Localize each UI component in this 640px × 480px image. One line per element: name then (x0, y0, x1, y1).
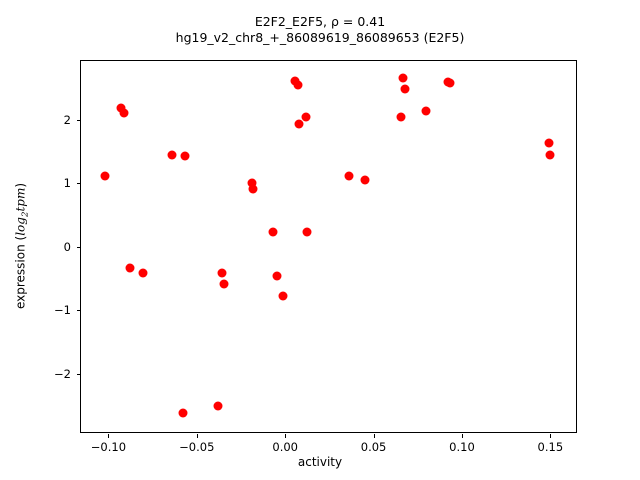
data-point (167, 150, 177, 160)
data-point (268, 227, 278, 237)
x-axis-label: activity (297, 455, 343, 469)
data-point (360, 175, 370, 185)
x-tick-label: −0.05 (179, 440, 215, 454)
y-tick-mark (77, 310, 81, 312)
y-tick-mark (77, 373, 81, 375)
x-tick-label: 0.00 (272, 440, 298, 454)
y-tick-label: −1 (54, 303, 71, 318)
y-tick-mark (77, 183, 81, 185)
data-point (545, 150, 555, 160)
x-tick-mark (550, 434, 552, 438)
data-point (445, 78, 455, 88)
data-point (217, 268, 227, 278)
data-point (272, 271, 282, 281)
x-tick-label: 0.15 (537, 440, 564, 454)
data-point (213, 401, 223, 411)
data-point (294, 119, 304, 129)
x-tick-label: 0.05 (360, 440, 387, 454)
plot-axes: −0.10 −0.05 0.00 0.05 0.10 0.15 −2 −1 0 1 2 (54, 60, 577, 454)
y-tick-label: 2 (63, 112, 71, 127)
y-tick-label: 0 (63, 239, 71, 254)
x-tick-mark (373, 434, 375, 438)
data-point (180, 151, 190, 161)
data-point (398, 73, 408, 83)
data-point (278, 291, 288, 301)
data-point (248, 184, 258, 194)
data-point (421, 106, 431, 116)
data-point (219, 279, 229, 289)
data-point (293, 80, 303, 90)
scatter-plot-area (81, 61, 576, 432)
data-point (301, 112, 311, 122)
x-tick-label: 0.10 (449, 440, 475, 454)
data-point (116, 103, 126, 113)
data-point (100, 171, 110, 181)
data-point (247, 178, 257, 188)
data-point (119, 108, 129, 118)
data-point (344, 171, 354, 181)
data-point (138, 268, 148, 278)
data-point (178, 408, 188, 418)
x-tick-mark (285, 434, 287, 438)
x-tick-mark (108, 434, 110, 438)
figure-title: E2F2_E2F5, ρ = 0.41 hg19_v2_chr8_+_86089… (0, 14, 640, 46)
title-line-primary: E2F2_E2F5, ρ = 0.41 (0, 14, 640, 30)
data-point (125, 263, 135, 273)
data-point (396, 112, 406, 122)
data-point (544, 138, 554, 148)
x-tick-label: −0.10 (90, 440, 127, 454)
y-tick-label: −2 (54, 366, 71, 381)
title-line-secondary: hg19_v2_chr8_+_86089619_86089653 (E2F5) (175, 30, 465, 45)
x-tick-mark (461, 434, 463, 438)
y-axis-label: expression (log2tpm) (13, 182, 31, 310)
y-tick-mark (77, 119, 81, 121)
y-tick-mark (77, 246, 81, 248)
data-point (400, 84, 410, 94)
data-point (302, 227, 312, 237)
y-tick-label: 1 (63, 176, 71, 191)
title-pair-label: E2F2_E2F5, ρ = 0.41 (254, 14, 386, 29)
x-tick-mark (196, 434, 198, 438)
